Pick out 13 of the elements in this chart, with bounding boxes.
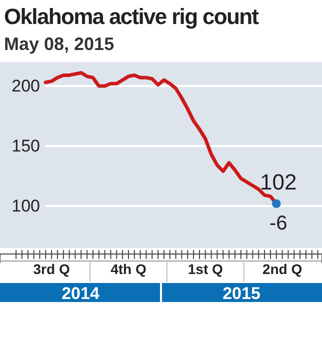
text: 2014 — [62, 284, 100, 303]
annotation: -6 — [269, 212, 288, 235]
chart-title: Oklahoma active rig count — [4, 4, 260, 29]
annotation: 102 — [260, 170, 297, 195]
x-tick-label: 2nd Q — [262, 260, 302, 277]
text: 2015 — [222, 284, 260, 303]
y-tick-label: 200 — [12, 76, 40, 96]
x-tick-label: 3rd Q — [33, 260, 70, 277]
x-tick-label: 4th Q — [110, 260, 146, 277]
chart-subtitle: May 08, 2015 — [4, 34, 114, 54]
y-tick-label: 100 — [12, 196, 40, 216]
y-tick-label: 150 — [12, 136, 40, 156]
x-tick-label: 1st Q — [188, 260, 223, 277]
